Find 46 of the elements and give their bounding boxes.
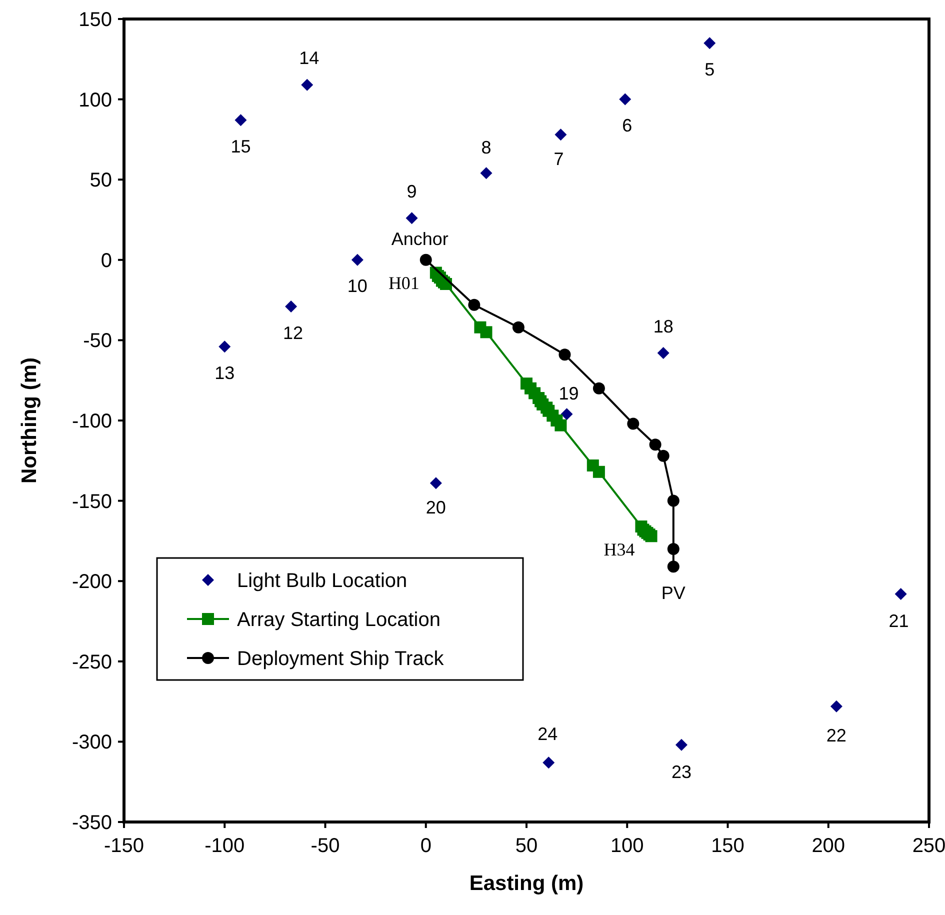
x-tick-label: -100 bbox=[204, 835, 245, 857]
x-tick-label: -50 bbox=[310, 835, 340, 857]
y-tick-label: 0 bbox=[100, 250, 112, 272]
annotation: 7 bbox=[554, 148, 564, 169]
y-tick-label: 100 bbox=[78, 89, 112, 112]
x-tick-label: 200 bbox=[812, 835, 846, 857]
annotation: 23 bbox=[671, 762, 692, 782]
annotation: 24 bbox=[538, 724, 558, 744]
y-tick-label: -50 bbox=[83, 330, 112, 352]
annotation: 21 bbox=[888, 611, 909, 632]
y-tick-label: 150 bbox=[78, 9, 112, 31]
legend-label: Array Starting Location bbox=[237, 609, 440, 631]
legend-label: Deployment Ship Track bbox=[237, 648, 445, 670]
x-tick-label: 150 bbox=[711, 835, 744, 857]
x-tick-label: 250 bbox=[912, 835, 945, 857]
annotation: 13 bbox=[214, 362, 235, 383]
x-tick-label: 0 bbox=[420, 835, 432, 857]
annotation: 9 bbox=[406, 181, 417, 202]
annotation: 10 bbox=[347, 276, 368, 296]
y-tick-label: -100 bbox=[72, 410, 112, 432]
x-tick-label: 100 bbox=[610, 835, 644, 857]
y-tick-label: -250 bbox=[72, 651, 112, 674]
legend-label: Light Bulb Location bbox=[237, 570, 408, 592]
y-axis-title: Northing (m) bbox=[18, 358, 41, 484]
y-tick-label: -300 bbox=[72, 732, 112, 754]
y-tick-label: -200 bbox=[72, 571, 112, 594]
annotation: 6 bbox=[622, 116, 632, 136]
x-axis-title: Easting (m) bbox=[469, 872, 584, 895]
annotation: 5 bbox=[704, 59, 715, 80]
annotation: 18 bbox=[653, 316, 674, 336]
x-tick-label: -150 bbox=[104, 835, 144, 857]
annotation: 22 bbox=[826, 726, 846, 746]
x-tick-label: 50 bbox=[515, 835, 538, 857]
annotation: 14 bbox=[299, 48, 320, 68]
annotation: PV bbox=[661, 582, 686, 603]
annotation: 12 bbox=[283, 322, 304, 343]
annotation: 20 bbox=[426, 497, 446, 518]
annotation: H34 bbox=[604, 539, 635, 560]
annotation: H01 bbox=[388, 273, 420, 294]
y-tick-label: 50 bbox=[90, 170, 112, 192]
annotation: 8 bbox=[481, 137, 492, 158]
annotation: 15 bbox=[230, 136, 251, 156]
annotation: Anchor bbox=[391, 229, 448, 250]
y-tick-label: -150 bbox=[72, 490, 112, 513]
annotation: 19 bbox=[558, 383, 579, 404]
y-tick-label: -350 bbox=[72, 812, 112, 834]
